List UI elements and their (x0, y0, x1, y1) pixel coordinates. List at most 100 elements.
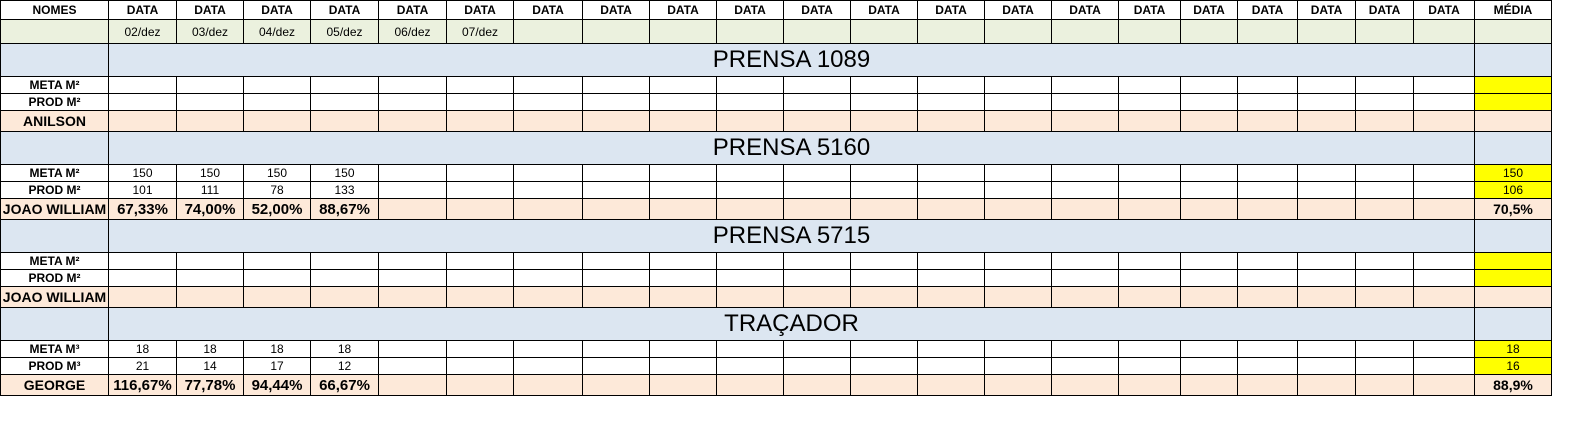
meta-cell[interactable]: 150 (310, 164, 379, 182)
percent-cell[interactable]: 116,67% (108, 374, 177, 396)
percent-cell[interactable]: 66,67% (310, 374, 379, 396)
percent-cell[interactable] (176, 110, 244, 132)
header-data[interactable]: DATA (582, 0, 650, 20)
meta-cell[interactable] (1355, 252, 1414, 270)
meta-cell[interactable] (378, 252, 447, 270)
prod-average[interactable]: 16 (1474, 357, 1552, 375)
percent-cell[interactable] (1051, 374, 1119, 396)
percent-cell[interactable] (783, 374, 851, 396)
prod-cell[interactable]: 14 (176, 357, 244, 375)
prod-cell[interactable] (176, 93, 244, 111)
section-avg-cell[interactable] (1474, 307, 1552, 341)
meta-cell[interactable] (1118, 252, 1181, 270)
meta-average[interactable] (1474, 76, 1552, 94)
prod-cell[interactable] (1413, 93, 1475, 111)
percent-cell[interactable] (649, 198, 717, 220)
prod-cell[interactable] (446, 269, 514, 287)
date-cell[interactable] (850, 19, 918, 44)
percent-cell[interactable] (1237, 286, 1298, 308)
prod-cell[interactable]: 17 (243, 357, 311, 375)
meta-cell[interactable] (1118, 76, 1181, 94)
percent-cell[interactable] (446, 286, 514, 308)
header-data[interactable]: DATA (378, 0, 447, 20)
percent-cell[interactable] (984, 110, 1052, 132)
meta-cell[interactable]: 150 (243, 164, 311, 182)
percent-cell[interactable]: 67,33% (108, 198, 177, 220)
header-data[interactable]: DATA (1413, 0, 1475, 20)
meta-cell[interactable] (446, 340, 514, 358)
prod-cell[interactable] (513, 181, 583, 199)
meta-cell[interactable] (513, 340, 583, 358)
section-title[interactable]: PRENSA 5715 (108, 219, 1475, 253)
header-data[interactable]: DATA (1051, 0, 1119, 20)
meta-cell[interactable] (716, 340, 784, 358)
meta-cell[interactable] (1413, 340, 1475, 358)
meta-cell[interactable] (243, 76, 311, 94)
date-cell[interactable] (1180, 19, 1238, 44)
percent-average[interactable]: 70,5% (1474, 198, 1552, 220)
meta-cell[interactable] (984, 252, 1052, 270)
meta-cell[interactable]: 18 (108, 340, 177, 358)
meta-cell[interactable]: 150 (176, 164, 244, 182)
prod-cell[interactable]: 133 (310, 181, 379, 199)
meta-cell[interactable] (310, 252, 379, 270)
prod-cell[interactable]: 111 (176, 181, 244, 199)
prod-cell[interactable] (1297, 357, 1356, 375)
percent-cell[interactable] (243, 286, 311, 308)
meta-cell[interactable] (1355, 340, 1414, 358)
header-data[interactable]: DATA (1355, 0, 1414, 20)
percent-cell[interactable] (582, 110, 650, 132)
prod-cell[interactable] (1180, 181, 1238, 199)
date-cell[interactable] (1355, 19, 1414, 44)
prod-cell[interactable] (984, 93, 1052, 111)
dates-avg-cell[interactable] (1474, 19, 1552, 44)
meta-cell[interactable] (1297, 76, 1356, 94)
prod-cell[interactable] (1237, 269, 1298, 287)
date-cell[interactable] (1297, 19, 1356, 44)
prod-cell[interactable] (1118, 93, 1181, 111)
prod-cell[interactable] (783, 269, 851, 287)
percent-cell[interactable] (850, 110, 918, 132)
header-data[interactable]: DATA (513, 0, 583, 20)
section-avg-cell[interactable] (1474, 219, 1552, 253)
percent-cell[interactable] (1297, 374, 1356, 396)
prod-cell[interactable] (310, 269, 379, 287)
meta-cell[interactable] (1051, 252, 1119, 270)
prod-cell[interactable] (243, 93, 311, 111)
prod-cell[interactable] (108, 269, 177, 287)
percent-cell[interactable] (1051, 110, 1119, 132)
percent-cell[interactable] (1118, 374, 1181, 396)
percent-cell[interactable] (917, 110, 985, 132)
percent-cell[interactable] (1118, 286, 1181, 308)
dates-label-cell[interactable] (0, 19, 109, 44)
meta-cell[interactable] (108, 252, 177, 270)
percent-cell[interactable] (378, 110, 447, 132)
section-label-cell[interactable] (0, 307, 109, 341)
percent-cell[interactable] (716, 110, 784, 132)
prod-cell[interactable] (513, 93, 583, 111)
meta-cell[interactable]: 18 (243, 340, 311, 358)
percent-cell[interactable]: 74,00% (176, 198, 244, 220)
meta-cell[interactable] (378, 76, 447, 94)
meta-cell[interactable] (1118, 340, 1181, 358)
date-cell[interactable]: 02/dez (108, 19, 177, 44)
header-nomes[interactable]: NOMES (0, 0, 109, 20)
meta-cell[interactable] (582, 340, 650, 358)
operator-name[interactable]: JOAO WILLIAM (0, 198, 109, 220)
prod-cell[interactable] (1118, 357, 1181, 375)
meta-cell[interactable] (1355, 164, 1414, 182)
meta-cell[interactable] (1051, 340, 1119, 358)
percent-cell[interactable] (1297, 110, 1356, 132)
meta-cell[interactable] (649, 76, 717, 94)
percent-cell[interactable] (1180, 198, 1238, 220)
percent-cell[interactable] (1297, 198, 1356, 220)
prod-cell[interactable] (446, 181, 514, 199)
header-data[interactable]: DATA (984, 0, 1052, 20)
meta-cell[interactable] (649, 252, 717, 270)
prod-cell[interactable] (1180, 93, 1238, 111)
meta-cell[interactable]: 18 (176, 340, 244, 358)
percent-cell[interactable] (1237, 374, 1298, 396)
prod-cell[interactable] (649, 357, 717, 375)
prod-cell[interactable] (582, 93, 650, 111)
meta-label[interactable]: META M² (0, 252, 109, 270)
